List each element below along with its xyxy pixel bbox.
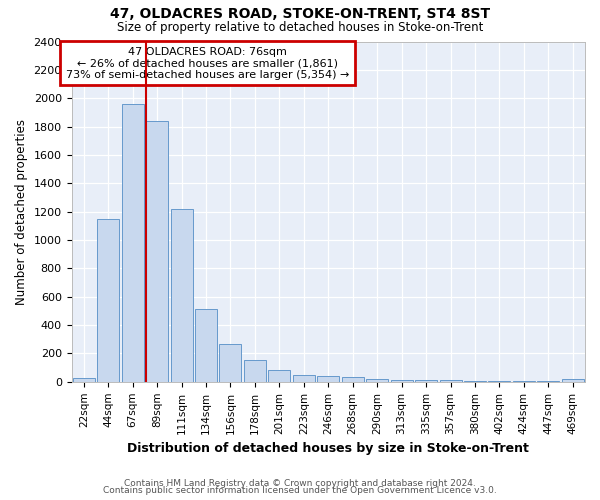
Bar xyxy=(170,209,193,382)
Text: 47 OLDACRES ROAD: 76sqm
← 26% of detached houses are smaller (1,861)
73% of semi: 47 OLDACRES ROAD: 76sqm ← 26% of detache… xyxy=(66,46,349,80)
Text: Size of property relative to detached houses in Stoke-on-Trent: Size of property relative to detached ho… xyxy=(117,21,483,34)
Bar xyxy=(73,378,95,382)
Bar xyxy=(464,380,486,382)
Bar xyxy=(317,376,339,382)
Bar xyxy=(415,380,437,382)
Bar xyxy=(244,360,266,382)
Bar xyxy=(195,309,217,382)
Bar xyxy=(366,379,388,382)
Text: Contains HM Land Registry data © Crown copyright and database right 2024.: Contains HM Land Registry data © Crown c… xyxy=(124,478,476,488)
Text: Contains public sector information licensed under the Open Government Licence v3: Contains public sector information licen… xyxy=(103,486,497,495)
Y-axis label: Number of detached properties: Number of detached properties xyxy=(15,118,28,304)
Bar xyxy=(513,381,535,382)
Bar xyxy=(293,376,315,382)
Bar xyxy=(440,380,461,382)
Bar xyxy=(562,379,584,382)
Bar xyxy=(391,380,413,382)
Bar xyxy=(538,381,559,382)
Bar xyxy=(268,370,290,382)
Bar xyxy=(97,218,119,382)
Text: 47, OLDACRES ROAD, STOKE-ON-TRENT, ST4 8ST: 47, OLDACRES ROAD, STOKE-ON-TRENT, ST4 8… xyxy=(110,8,490,22)
X-axis label: Distribution of detached houses by size in Stoke-on-Trent: Distribution of detached houses by size … xyxy=(127,442,529,455)
Bar xyxy=(146,121,168,382)
Bar xyxy=(122,104,143,382)
Bar xyxy=(342,377,364,382)
Bar xyxy=(220,344,241,382)
Bar xyxy=(488,381,511,382)
